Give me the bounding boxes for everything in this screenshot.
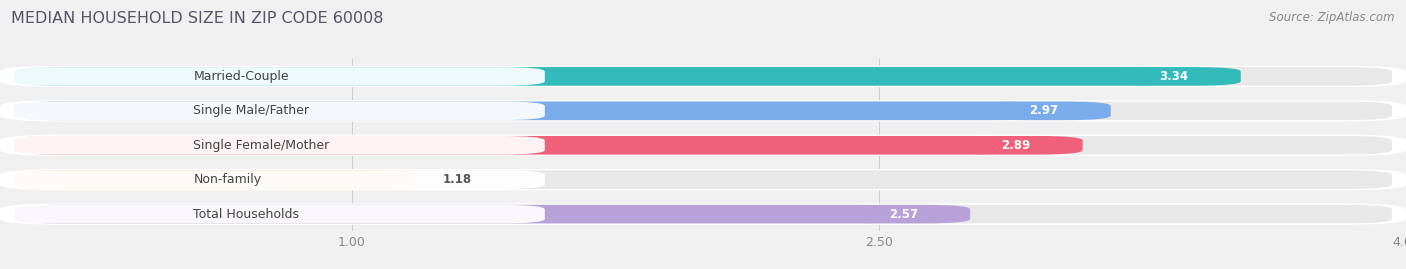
Text: 1.18: 1.18 bbox=[443, 173, 472, 186]
FancyBboxPatch shape bbox=[0, 203, 1406, 225]
FancyBboxPatch shape bbox=[14, 67, 1392, 86]
Text: Single Male/Father: Single Male/Father bbox=[194, 104, 309, 117]
Text: Non-family: Non-family bbox=[194, 173, 262, 186]
FancyBboxPatch shape bbox=[0, 169, 1406, 190]
FancyBboxPatch shape bbox=[0, 67, 546, 86]
FancyBboxPatch shape bbox=[14, 170, 415, 189]
FancyBboxPatch shape bbox=[1108, 67, 1240, 86]
Text: Total Households: Total Households bbox=[194, 208, 299, 221]
FancyBboxPatch shape bbox=[14, 205, 903, 224]
FancyBboxPatch shape bbox=[0, 170, 546, 189]
Text: Single Female/Mother: Single Female/Mother bbox=[194, 139, 329, 152]
Text: 2.57: 2.57 bbox=[889, 208, 918, 221]
Text: MEDIAN HOUSEHOLD SIZE IN ZIP CODE 60008: MEDIAN HOUSEHOLD SIZE IN ZIP CODE 60008 bbox=[11, 11, 384, 26]
FancyBboxPatch shape bbox=[14, 205, 1392, 224]
FancyBboxPatch shape bbox=[14, 136, 1392, 155]
FancyBboxPatch shape bbox=[0, 205, 546, 224]
FancyBboxPatch shape bbox=[14, 101, 1045, 120]
FancyBboxPatch shape bbox=[0, 100, 1406, 122]
FancyBboxPatch shape bbox=[0, 66, 1406, 87]
Text: 2.89: 2.89 bbox=[1001, 139, 1031, 152]
FancyBboxPatch shape bbox=[0, 101, 546, 120]
FancyBboxPatch shape bbox=[14, 67, 1174, 86]
FancyBboxPatch shape bbox=[14, 170, 1392, 189]
Text: 2.97: 2.97 bbox=[1029, 104, 1059, 117]
FancyBboxPatch shape bbox=[0, 134, 1406, 156]
Text: 3.34: 3.34 bbox=[1160, 70, 1188, 83]
Text: Source: ZipAtlas.com: Source: ZipAtlas.com bbox=[1270, 11, 1395, 24]
Text: Married-Couple: Married-Couple bbox=[194, 70, 290, 83]
FancyBboxPatch shape bbox=[14, 101, 1392, 120]
FancyBboxPatch shape bbox=[949, 136, 1083, 155]
FancyBboxPatch shape bbox=[14, 136, 1015, 155]
FancyBboxPatch shape bbox=[977, 101, 1111, 120]
FancyBboxPatch shape bbox=[0, 136, 546, 155]
FancyBboxPatch shape bbox=[837, 205, 970, 224]
